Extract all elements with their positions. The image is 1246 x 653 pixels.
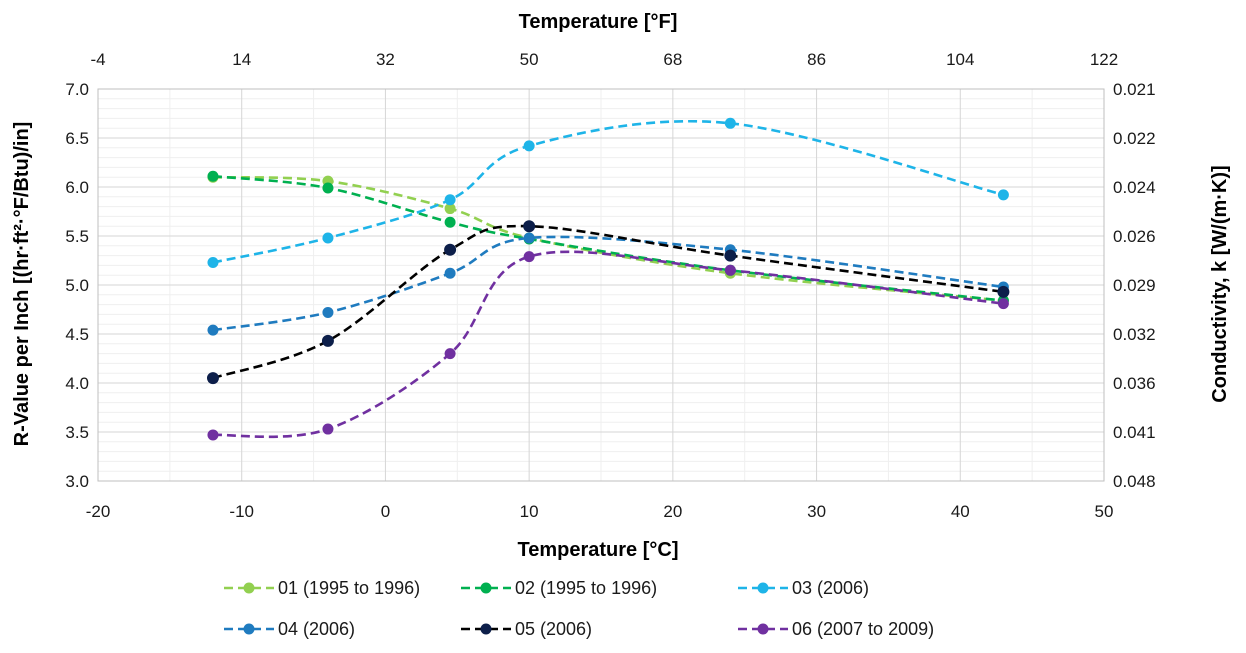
series-6-point: [997, 298, 1009, 310]
series-5-point: [206, 372, 219, 385]
legend-label: 06 (2007 to 2009): [792, 619, 934, 639]
series-4-point: [523, 232, 535, 244]
y-tick-label: 6.0: [65, 178, 89, 197]
y2-tick-label: 0.026: [1113, 227, 1156, 246]
y2-tick-label: 0.022: [1113, 129, 1156, 148]
series-2-point: [207, 170, 219, 182]
series-6-point: [207, 429, 219, 441]
x-tick-label: 0: [381, 502, 390, 521]
series-6-point: [523, 251, 535, 263]
axis-layer: -20 -10 0 10 20 30 40 50 -4 14 32 50 68 86 104 122 3.0 3.…: [65, 50, 1155, 521]
series-5-line: [212, 224, 1004, 380]
x2-tick-label: 68: [663, 50, 682, 69]
x2-axis-title: Temperature [°F]: [519, 11, 678, 33]
legend-label: 03 (2006): [792, 578, 869, 598]
series-6-point: [724, 264, 736, 276]
x-tick-label: 50: [1095, 502, 1114, 521]
series-5: [206, 220, 1010, 385]
x-tick-label: 30: [807, 502, 826, 521]
y-tick-label: 3.0: [65, 472, 89, 491]
legend-swatch-marker: [757, 582, 769, 594]
legend-label: 02 (1995 to 1996): [515, 578, 657, 598]
legend-item: 05 (2006): [461, 619, 592, 639]
x-tick-label: 20: [663, 502, 682, 521]
y2-axis-title: Conductivity, k [W/(m·K)]: [1209, 165, 1231, 402]
series-3-point: [322, 232, 334, 244]
series-4-point: [444, 267, 456, 279]
series-6-point: [444, 348, 456, 360]
series-2-point: [322, 182, 334, 194]
legend-swatch-marker: [480, 623, 492, 635]
y-tick-label: 4.0: [65, 374, 89, 393]
legend-label: 01 (1995 to 1996): [278, 578, 420, 598]
x-axis-title: Temperature [°C]: [518, 539, 679, 561]
y2-tick-label: 0.032: [1113, 325, 1156, 344]
series-5-point: [321, 334, 334, 347]
legend-item: 06 (2007 to 2009): [738, 619, 934, 639]
legend-item: 04 (2006): [224, 619, 355, 639]
y-tick-label: 6.5: [65, 129, 89, 148]
series-4-point: [207, 324, 219, 336]
y2-tick-label: 0.048: [1113, 472, 1156, 491]
y2-tick-label: 0.041: [1113, 423, 1156, 442]
series-6-point: [322, 423, 334, 435]
x2-tick-label: 86: [807, 50, 826, 69]
y-tick-label: 7.0: [65, 80, 89, 99]
series-2-point: [444, 216, 456, 228]
x2-tick-label: 32: [376, 50, 395, 69]
legend-swatch-marker: [243, 582, 255, 594]
label-layer: Temperature [°F] Temperature [°C] R-Valu…: [11, 11, 1231, 561]
series-6: [207, 250, 1009, 441]
series-5-point: [523, 220, 536, 233]
legend-swatch-marker: [480, 582, 492, 594]
y-tick-label: 3.5: [65, 423, 89, 442]
y2-tick-label: 0.024: [1113, 178, 1156, 197]
legend-swatch-marker: [243, 623, 255, 635]
y2-tick-label: 0.021: [1113, 80, 1156, 99]
x2-tick-label: 104: [946, 50, 974, 69]
legend-item: 02 (1995 to 1996): [461, 578, 657, 598]
x2-tick-label: 122: [1090, 50, 1118, 69]
legend-label: 05 (2006): [515, 619, 592, 639]
series-3-point: [724, 117, 736, 129]
series-layer: [206, 117, 1010, 441]
x-tick-label: -10: [229, 502, 254, 521]
legend-item: 03 (2006): [738, 578, 869, 598]
y-tick-label: 4.5: [65, 325, 89, 344]
x2-tick-label: -4: [90, 50, 105, 69]
legend-swatch-marker: [757, 623, 769, 635]
y2-tick-label: 0.029: [1113, 276, 1156, 295]
series-5-point: [444, 243, 457, 256]
y2-tick-label: 0.036: [1113, 374, 1156, 393]
series-3-point: [207, 256, 219, 268]
plot-frame: [97, 88, 1105, 482]
x-tick-label: 40: [951, 502, 970, 521]
y-axis-title: R-Value per Inch [(hr·ft²·°F/Btu)/in]: [11, 122, 33, 447]
x-tick-label: 10: [520, 502, 539, 521]
series-5-point: [997, 285, 1010, 298]
legend-item: 01 (1995 to 1996): [224, 578, 420, 598]
y-tick-label: 5.5: [65, 227, 89, 246]
series-3: [207, 117, 1009, 268]
legend: 01 (1995 to 1996) 02 (1995 to 1996) 03 (20…: [224, 578, 934, 639]
legend-label: 04 (2006): [278, 619, 355, 639]
series-4-point: [322, 306, 334, 318]
series-3-point: [444, 194, 456, 206]
x-tick-label: -20: [86, 502, 111, 521]
series-5-point: [724, 249, 737, 262]
y-tick-label: 5.0: [65, 276, 89, 295]
series-1-point: [444, 203, 456, 215]
series-3-point: [523, 140, 535, 152]
x2-tick-label: 14: [232, 50, 251, 69]
x2-tick-label: 50: [520, 50, 539, 69]
series-3-point: [997, 189, 1009, 201]
